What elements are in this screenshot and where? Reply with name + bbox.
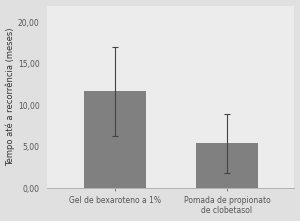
Y-axis label: Tempo até a recorrência (meses): Tempo até a recorrência (meses) <box>6 28 15 166</box>
Bar <box>84 91 146 189</box>
Bar <box>196 143 258 189</box>
